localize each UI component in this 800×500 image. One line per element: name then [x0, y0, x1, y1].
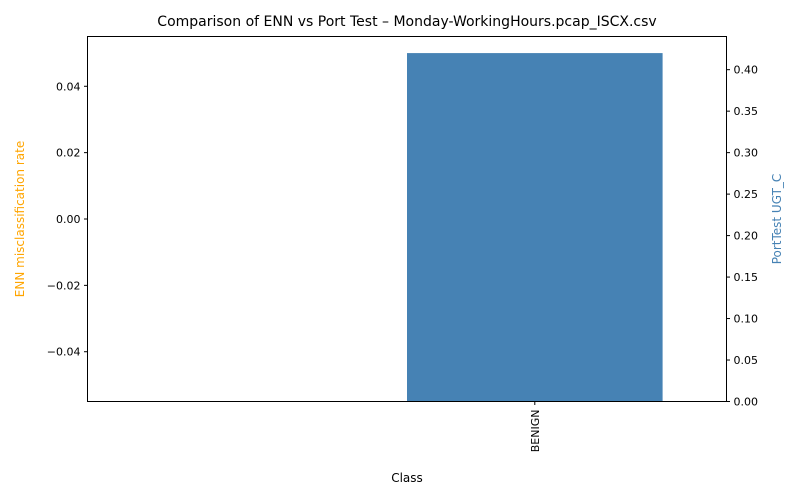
left-tick-label: 0.04	[56, 80, 81, 93]
left-tick-label: −0.02	[47, 279, 81, 292]
left-tick-label: 0.00	[56, 213, 81, 226]
left-tick-label: 0.02	[56, 147, 81, 160]
right-tick-label: 0.10	[734, 313, 759, 326]
bars-layer	[407, 53, 663, 402]
right-tick-label: 0.15	[734, 271, 759, 284]
left-axis-ticks: −0.04 −0.02 0.00 0.02 0.04	[47, 80, 88, 359]
right-tick-label: 0.35	[734, 105, 759, 118]
right-tick-label: 0.30	[734, 147, 759, 160]
bar-right-series	[407, 53, 663, 402]
right-axis-label: PortTest UGT_C	[770, 174, 784, 265]
right-tick-label: 0.00	[734, 396, 759, 409]
x-tick-label: BENIGN	[529, 410, 542, 453]
right-axis-ticks: 0.00 0.05 0.10 0.15 0.20 0.25 0.30 0.35 0.40	[726, 64, 759, 409]
left-tick-label: −0.04	[47, 346, 81, 359]
right-tick-label: 0.25	[734, 188, 759, 201]
x-axis-ticks: BENIGN	[529, 401, 542, 453]
x-axis-label: Class	[391, 471, 423, 485]
right-tick-label: 0.20	[734, 230, 759, 243]
right-tick-label: 0.05	[734, 354, 759, 367]
chart-title: Comparison of ENN vs Port Test – Monday-…	[157, 14, 656, 30]
right-tick-label: 0.40	[734, 64, 759, 77]
left-axis-label: ENN misclassification rate	[13, 141, 27, 297]
